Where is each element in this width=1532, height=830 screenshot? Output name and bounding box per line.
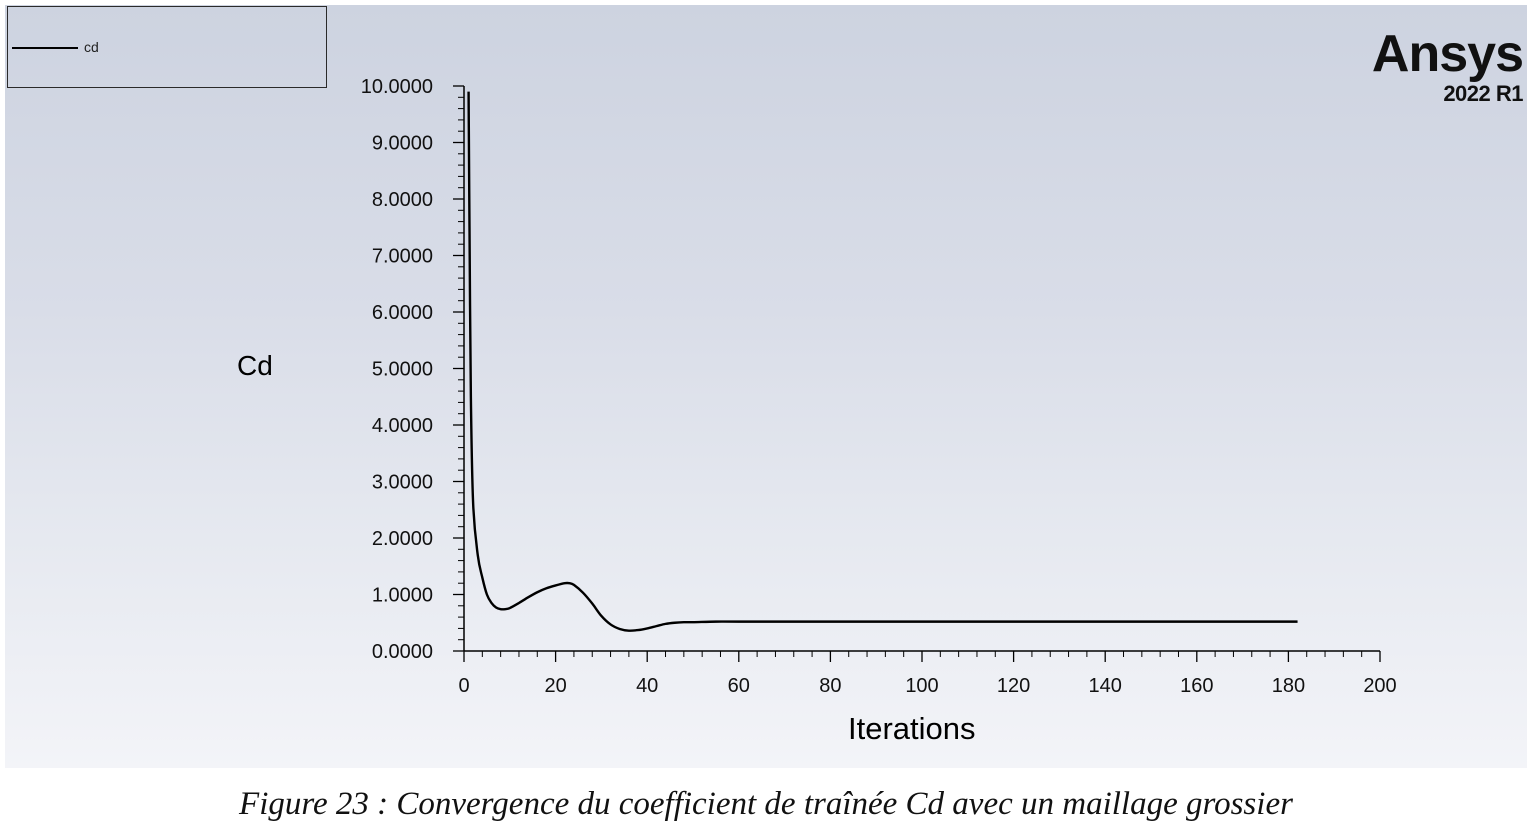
plot-panel: [5, 5, 1527, 768]
y-tick-label: 7.0000: [372, 246, 433, 268]
x-tick-label: 100: [905, 675, 938, 697]
legend-label: cd: [84, 39, 99, 55]
figure-caption: Figure 23 : Convergence du coefficient d…: [239, 786, 1293, 822]
y-axis-title: Cd: [237, 350, 273, 381]
y-axis: 0.0000 1.0000 2.0000 3.0000 4.0000 5.0000 6.00…: [361, 76, 465, 663]
y-tick-label: 1.0000: [372, 585, 433, 607]
x-tick-label: 40: [636, 675, 658, 697]
y-tick-label: 9.0000: [372, 133, 433, 155]
ansys-version: 2022 R1: [1443, 81, 1523, 106]
legend: cd: [7, 6, 327, 88]
series-line-cd: [467, 91, 1298, 632]
x-tick-label: 160: [1180, 675, 1213, 697]
y-tick-label: 5.0000: [372, 359, 433, 381]
legend-swatch: [12, 47, 78, 49]
x-tick-label: 180: [1272, 675, 1305, 697]
x-tick-label: 60: [728, 675, 750, 697]
y-tick-label: 8.0000: [372, 189, 433, 211]
x-axis-title: Iterations: [848, 711, 976, 746]
y-tick-label: 6.0000: [372, 302, 433, 324]
y-tick-label: 0.0000: [372, 641, 433, 663]
y-tick-label: 2.0000: [372, 528, 433, 550]
x-tick-label: 80: [819, 675, 841, 697]
x-tick-label: 200: [1363, 675, 1396, 697]
x-tick-label: 120: [997, 675, 1030, 697]
y-tick-label: 4.0000: [372, 415, 433, 437]
x-tick-label: 20: [544, 675, 566, 697]
x-tick-label: 0: [458, 675, 469, 697]
y-tick-label: 10.0000: [361, 76, 433, 98]
ansys-logo: Ansys: [1371, 25, 1524, 83]
y-tick-label: 3.0000: [372, 472, 433, 494]
x-tick-label: 140: [1089, 675, 1122, 697]
x-axis: 0 20 40 60 80 100 120 140 160 180 200: [458, 650, 1397, 697]
